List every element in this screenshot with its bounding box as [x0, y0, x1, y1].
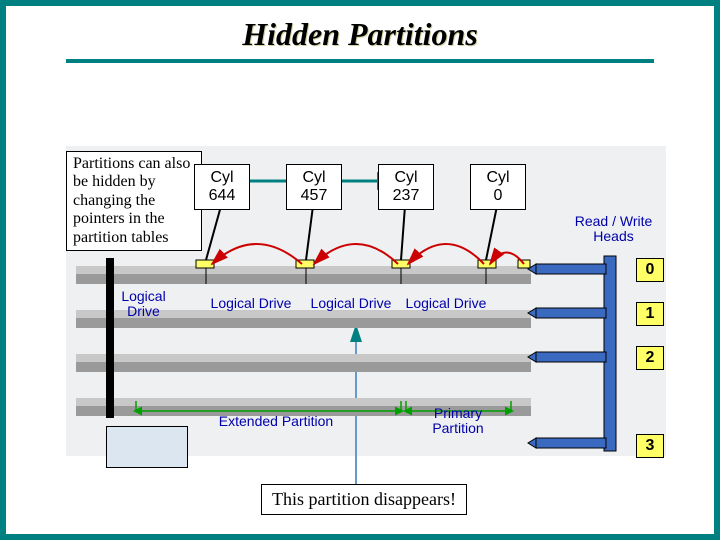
cyl-value: 457: [287, 187, 341, 205]
empty-box: [106, 426, 188, 468]
callout-box: This partition disappears!: [261, 484, 467, 515]
logical-drive-3-label: Logical Drive: [401, 296, 491, 311]
rw-heads-label: Read / Write Heads: [566, 214, 661, 245]
head-num-1: 1: [636, 302, 664, 326]
logical-drive-left-label: Logical Drive: [116, 289, 171, 320]
cyl-label: Cyl: [287, 169, 341, 187]
note-text: Partitions can also be hidden by changin…: [73, 155, 190, 246]
page-title: Hidden Partitions: [6, 16, 714, 53]
head-num-3: 3: [636, 434, 664, 458]
cyl-box-644: Cyl 644: [194, 164, 250, 210]
head-num-2: 2: [636, 346, 664, 370]
cyl-box-237: Cyl 237: [378, 164, 434, 210]
logical-drive-1-label: Logical Drive: [206, 296, 296, 311]
cyl-box-0: Cyl 0: [470, 164, 526, 210]
primary-partition-label: Primary Partition: [418, 406, 498, 437]
cyl-label: Cyl: [471, 169, 525, 187]
cyl-label: Cyl: [195, 169, 249, 187]
note-box: Partitions can also be hidden by changin…: [66, 151, 202, 251]
callout-text: This partition disappears!: [272, 489, 456, 509]
cyl-value: 0: [471, 187, 525, 205]
title-underline: [66, 59, 654, 63]
logical-drive-2-label: Logical Drive: [306, 296, 396, 311]
cyl-label: Cyl: [379, 169, 433, 187]
extended-partition-label: Extended Partition: [206, 414, 346, 429]
cyl-box-457: Cyl 457: [286, 164, 342, 210]
head-num-0: 0: [636, 258, 664, 282]
cyl-value: 644: [195, 187, 249, 205]
cyl-value: 237: [379, 187, 433, 205]
